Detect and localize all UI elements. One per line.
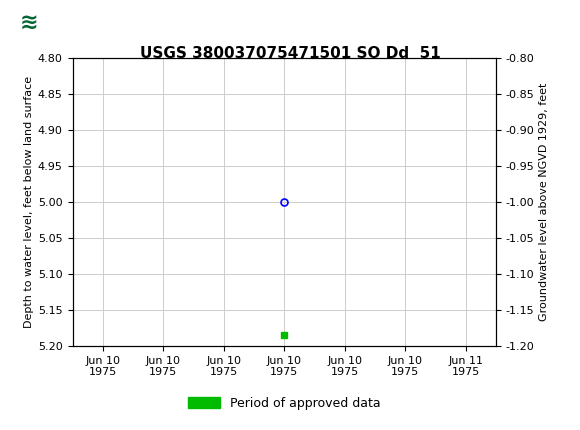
Y-axis label: Groundwater level above NGVD 1929, feet: Groundwater level above NGVD 1929, feet <box>539 83 549 321</box>
FancyBboxPatch shape <box>5 3 54 42</box>
Text: ≋: ≋ <box>20 12 38 33</box>
Legend: Period of approved data: Period of approved data <box>183 392 385 415</box>
Text: USGS: USGS <box>67 14 122 31</box>
Text: USGS 380037075471501 SO Dd  51: USGS 380037075471501 SO Dd 51 <box>140 46 440 61</box>
Y-axis label: Depth to water level, feet below land surface: Depth to water level, feet below land su… <box>24 76 34 328</box>
